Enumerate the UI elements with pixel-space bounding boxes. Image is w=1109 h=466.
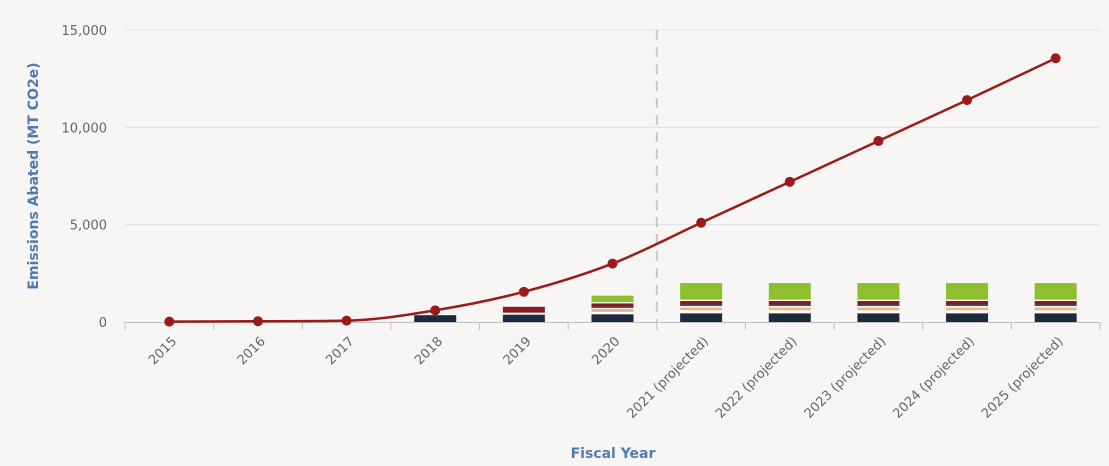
bar-segment <box>591 303 634 307</box>
bar-segment <box>680 304 723 306</box>
bar-segment <box>502 314 545 322</box>
bar-segment <box>768 313 811 322</box>
stacked-bars <box>414 283 1077 322</box>
bar-segment <box>857 313 900 322</box>
line-marker <box>341 315 352 326</box>
bar-segment <box>857 299 900 301</box>
bar-segment <box>768 283 811 300</box>
line-marker <box>607 258 618 269</box>
bar-segment <box>946 305 989 308</box>
bar-segment <box>1034 299 1077 301</box>
bar-segment <box>591 308 634 312</box>
x-tick-label: 2015 <box>146 334 180 368</box>
bar-segment <box>768 299 811 301</box>
x-tick-label: 2019 <box>501 334 535 368</box>
bar-segment <box>1034 310 1077 314</box>
bar-segment <box>857 305 900 308</box>
bar-segment <box>1034 307 1077 311</box>
bar-segment <box>946 313 989 322</box>
bar-segment <box>591 306 634 308</box>
x-tick-label: 2025 (projected) <box>979 334 1066 421</box>
line-marker <box>252 316 263 327</box>
bar-segment <box>946 307 989 311</box>
bar-segment <box>768 304 811 306</box>
bar-segment <box>680 310 723 314</box>
bar-segment <box>1034 283 1077 300</box>
bar-segment <box>768 300 811 305</box>
line-marker <box>784 176 795 187</box>
line-marker <box>1050 53 1061 64</box>
bar-segment <box>857 307 900 311</box>
bar-segment <box>768 305 811 308</box>
bar-segment <box>680 313 723 322</box>
line-marker <box>164 316 175 327</box>
x-tick-label: 2021 (projected) <box>624 334 711 421</box>
y-axis-title: Emissions Abated (MT CO2e) <box>26 62 42 289</box>
y-tick-label: 5,000 <box>70 219 107 234</box>
bar-segment <box>680 305 723 308</box>
line-marker <box>518 286 529 297</box>
bar-segment <box>1034 313 1077 322</box>
bar-segment <box>857 300 900 305</box>
bar-segment <box>946 310 989 314</box>
x-tick-label: 2018 <box>412 334 446 368</box>
bar-segment <box>857 310 900 314</box>
x-tick-label: 2016 <box>235 334 269 368</box>
bar-segment <box>946 299 989 301</box>
y-tick-label: 10,000 <box>62 121 108 136</box>
bar-segment <box>768 307 811 311</box>
grid-lines <box>125 29 1100 226</box>
bar-segment <box>946 283 989 300</box>
line-marker <box>873 135 884 146</box>
y-tick-label: 15,000 <box>62 24 108 39</box>
bar-segment <box>591 302 634 304</box>
line-marker <box>430 305 441 316</box>
x-tick-label: 2023 (projected) <box>802 334 889 421</box>
bar-segment <box>680 300 723 305</box>
line-series-path <box>169 57 1057 323</box>
bar-segment <box>591 314 634 322</box>
bar-segment <box>591 311 634 315</box>
bar-segment <box>1034 304 1077 306</box>
y-axis-ticks: 0 5,000 10,000 15,000 <box>62 24 108 331</box>
x-axis <box>124 322 1101 330</box>
x-tick-label: 2024 (projected) <box>890 334 977 421</box>
bar-segment <box>857 283 900 300</box>
x-tick-label: 2017 <box>323 334 357 368</box>
bar-segment <box>946 304 989 306</box>
bar-segment <box>946 300 989 305</box>
bar-segment <box>591 295 634 303</box>
y-tick-label: 0 <box>99 316 107 331</box>
bar-segment <box>680 299 723 301</box>
bar-segment <box>857 304 900 306</box>
bar-segment <box>680 307 723 311</box>
x-axis-ticks: 2015 2016 2017 2018 2019 2020 2021 (projected)… <box>146 334 1066 421</box>
bar-segment <box>768 310 811 314</box>
bar-segment <box>502 306 545 313</box>
bar-segment <box>1034 300 1077 305</box>
bar-segment <box>680 283 723 300</box>
line-marker <box>962 95 973 106</box>
bar-segment <box>591 307 634 309</box>
bar-segment <box>502 312 545 315</box>
bar-segment <box>414 315 457 322</box>
bar-segment <box>1034 305 1077 308</box>
x-axis-title: Fiscal Year <box>571 446 656 462</box>
line-marker <box>696 217 707 228</box>
abatement-line <box>164 53 1061 327</box>
x-tick-label: 2020 <box>589 334 623 368</box>
x-tick-label: 2022 (projected) <box>713 334 800 421</box>
